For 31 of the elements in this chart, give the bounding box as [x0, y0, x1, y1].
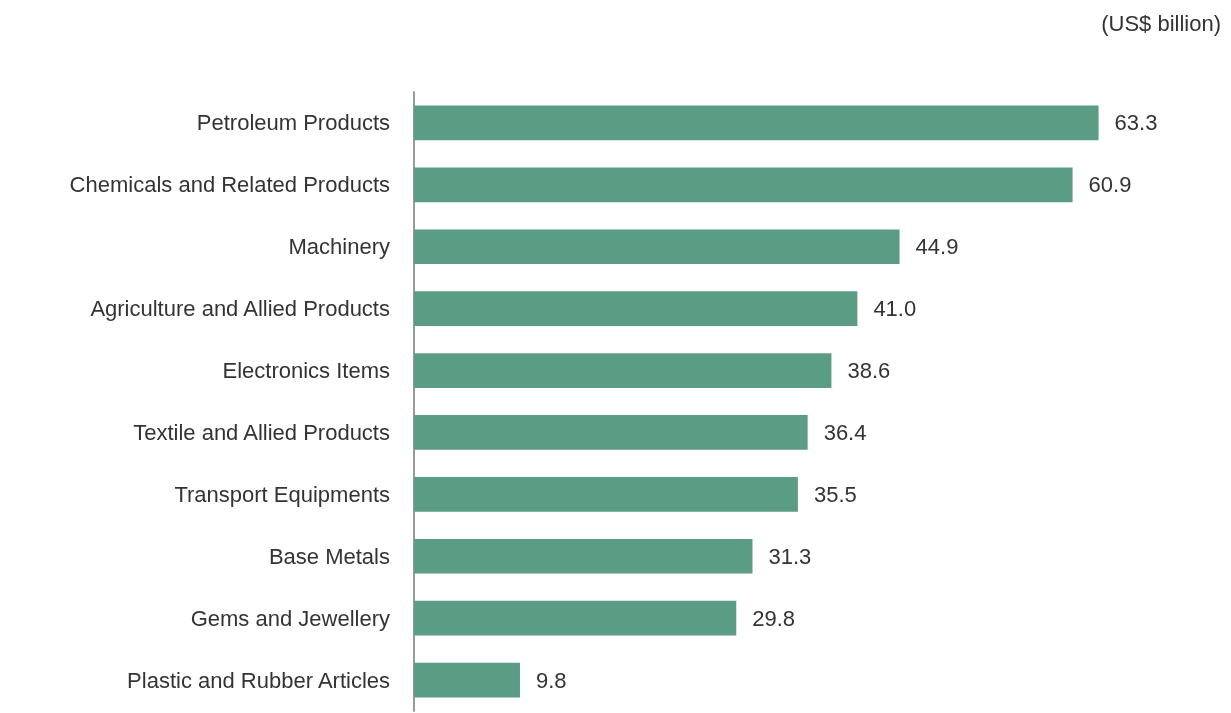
bar	[414, 600, 737, 636]
data-label: 35.5	[813, 481, 857, 507]
data-label: 29.8	[752, 605, 796, 631]
data-label: 41.0	[873, 296, 917, 322]
y-tick-label: Plastic and Rubber Articles	[127, 667, 390, 693]
bar	[414, 662, 520, 698]
y-tick-label: Textile and Allied Products	[133, 419, 390, 445]
bar	[414, 105, 1099, 141]
data-label: 36.4	[823, 419, 867, 445]
bar	[414, 353, 832, 388]
y-tick-label: Transport Equipments	[174, 481, 390, 507]
data-label: 31.3	[768, 543, 812, 569]
bar	[414, 415, 808, 450]
bar	[414, 229, 900, 265]
bar	[414, 291, 858, 326]
bar	[414, 477, 798, 512]
y-tick-label: Petroleum Products	[196, 110, 390, 136]
y-tick-label: Electronics Items	[222, 358, 390, 384]
data-label: 44.9	[915, 234, 959, 260]
data-label: 9.8	[535, 667, 567, 693]
y-tick-label: Base Metals	[268, 543, 390, 569]
y-tick-label: Chemicals and Related Products	[69, 172, 390, 198]
y-tick-label: Gems and Jewellery	[190, 605, 390, 631]
y-tick-label: Agriculture and Allied Products	[90, 296, 390, 322]
bar	[414, 167, 1073, 203]
data-label: 63.3	[1114, 110, 1158, 136]
y-tick-label: Machinery	[288, 234, 390, 260]
data-label: 38.6	[847, 358, 891, 384]
bar	[414, 538, 753, 574]
data-label: 60.9	[1088, 172, 1132, 198]
text: (US$ billion)	[1101, 10, 1222, 36]
